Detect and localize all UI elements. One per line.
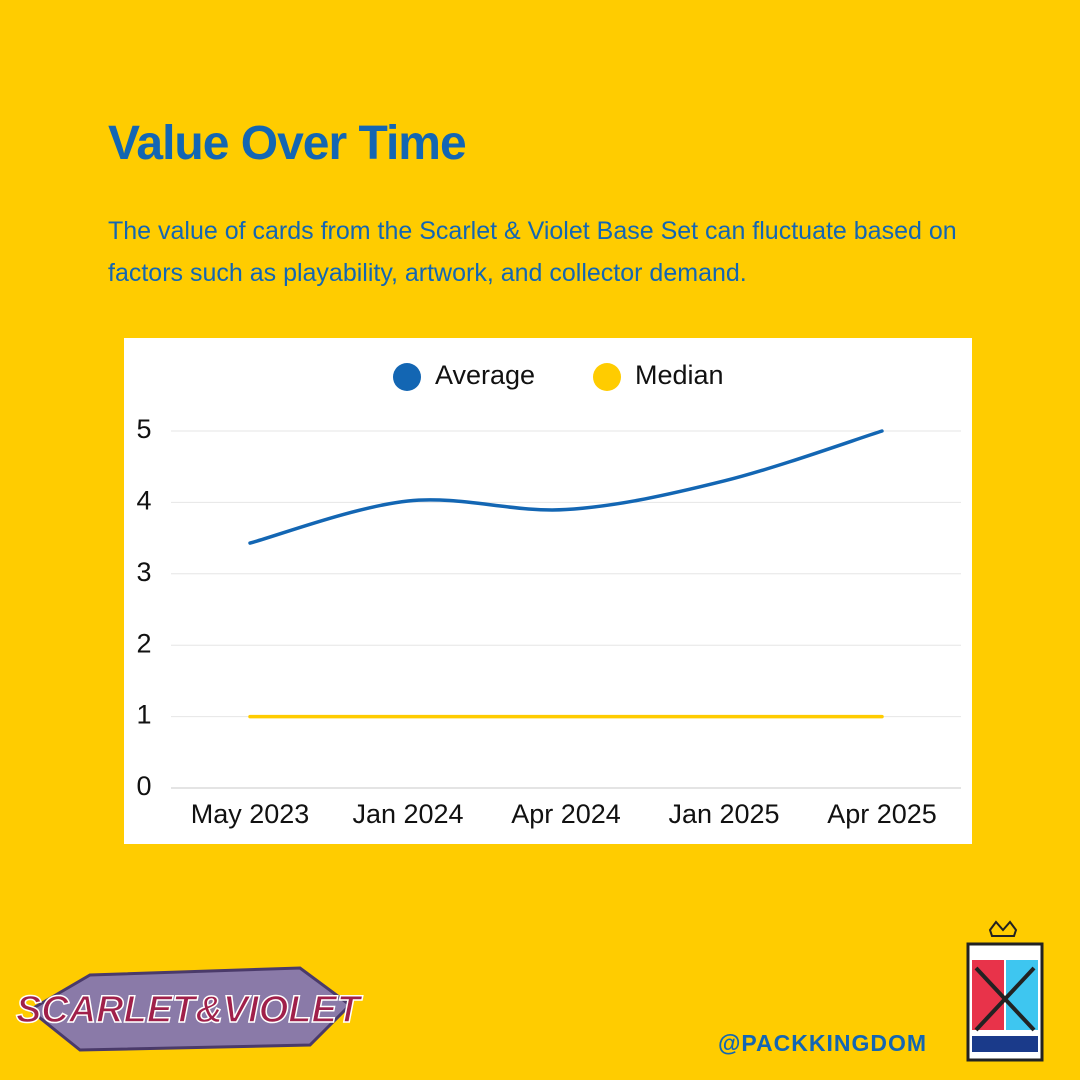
y-tick-label: 0	[136, 771, 151, 801]
legend-label: Median	[635, 360, 724, 390]
legend-swatch	[393, 363, 421, 391]
pack-icon	[966, 920, 1044, 1062]
subtitle: The value of cards from the Scarlet & Vi…	[108, 217, 957, 287]
line-series	[248, 429, 884, 545]
chart-panel	[124, 338, 972, 844]
pack-band	[972, 1036, 1038, 1052]
x-tick-label: Jan 2025	[668, 799, 779, 829]
legend-swatch	[593, 363, 621, 391]
legend-label: Average	[435, 360, 535, 390]
x-tick-label: Apr 2025	[827, 799, 937, 829]
y-tick-label: 1	[136, 700, 151, 730]
x-tick-label: Apr 2024	[511, 799, 621, 829]
handle: @PACKKINGDOM	[718, 1030, 928, 1056]
logo-badge	[27, 966, 353, 1052]
title: Value Over Time	[108, 117, 467, 170]
crown	[988, 920, 1018, 937]
y-tick-label: 4	[136, 486, 151, 516]
y-tick-label: 5	[136, 414, 151, 444]
logo: SCARLET&VIOLET	[15, 966, 364, 1052]
x-tick-label: Jan 2024	[352, 799, 463, 829]
sword	[974, 966, 1036, 1032]
y-tick-label: 3	[136, 557, 151, 587]
x-tick-label: May 2023	[191, 799, 310, 829]
logo-text: SCARLET&VIOLET	[16, 989, 363, 1031]
y-tick-label: 2	[136, 628, 151, 658]
